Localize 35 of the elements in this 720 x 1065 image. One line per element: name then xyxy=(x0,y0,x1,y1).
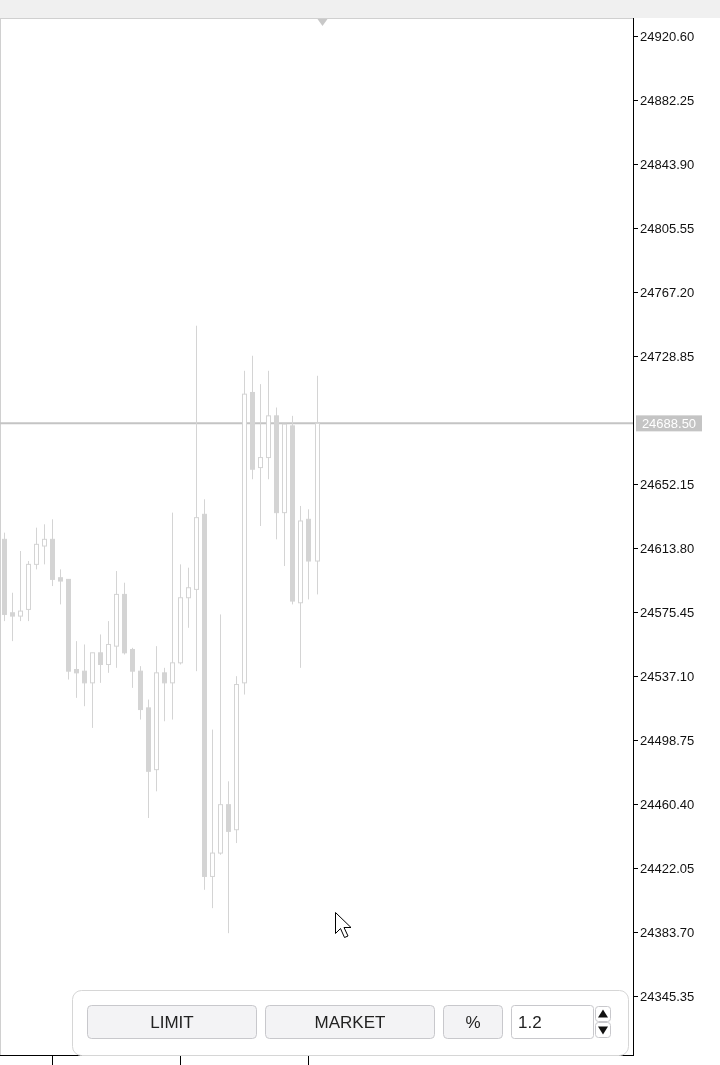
candlestick xyxy=(106,620,111,674)
annotation: LIMIT xyxy=(150,1012,194,1032)
y-tick-label: 24652.15 xyxy=(640,477,695,492)
candlestick xyxy=(82,643,87,707)
y-tick-label: 24728.85 xyxy=(640,349,695,364)
y-tick-label: 24460.40 xyxy=(640,797,695,812)
candlestick xyxy=(130,647,135,689)
y-tick-label: 24767.20 xyxy=(640,285,695,300)
y-tick-label: 24920.60 xyxy=(640,29,695,44)
y-tick-label: 24882.25 xyxy=(640,93,695,108)
y-tick-label: 24422.05 xyxy=(640,861,695,876)
candlestick xyxy=(18,550,23,622)
y-tick-label: 24383.70 xyxy=(640,925,695,940)
candlestick xyxy=(58,568,63,605)
y-tick-label: 24805.55 xyxy=(640,221,695,236)
candlestick xyxy=(98,633,103,684)
candlestick xyxy=(170,512,175,721)
annotation: % xyxy=(465,1012,481,1032)
y-tick-label: 24843.90 xyxy=(640,157,695,172)
candlestick xyxy=(34,527,39,570)
candlestick xyxy=(74,640,79,699)
annotation: MARKET xyxy=(314,1012,386,1032)
annotation: 1.2 xyxy=(518,1012,542,1032)
y-tick-label: 24345.35 xyxy=(640,989,695,1004)
y-tick-label: 24537.10 xyxy=(640,669,695,684)
candlestick xyxy=(10,592,15,642)
candlestick xyxy=(258,383,263,527)
candlestick xyxy=(210,729,215,909)
candlestick xyxy=(162,667,167,722)
y-tick-label: 24575.45 xyxy=(640,605,695,620)
candlestick xyxy=(42,523,47,565)
y-tick-label: 24613.80 xyxy=(640,541,695,556)
y-tick-label: 24498.75 xyxy=(640,733,695,748)
ref-line-label: 24688.50 xyxy=(641,415,697,431)
candlestick xyxy=(186,567,191,629)
